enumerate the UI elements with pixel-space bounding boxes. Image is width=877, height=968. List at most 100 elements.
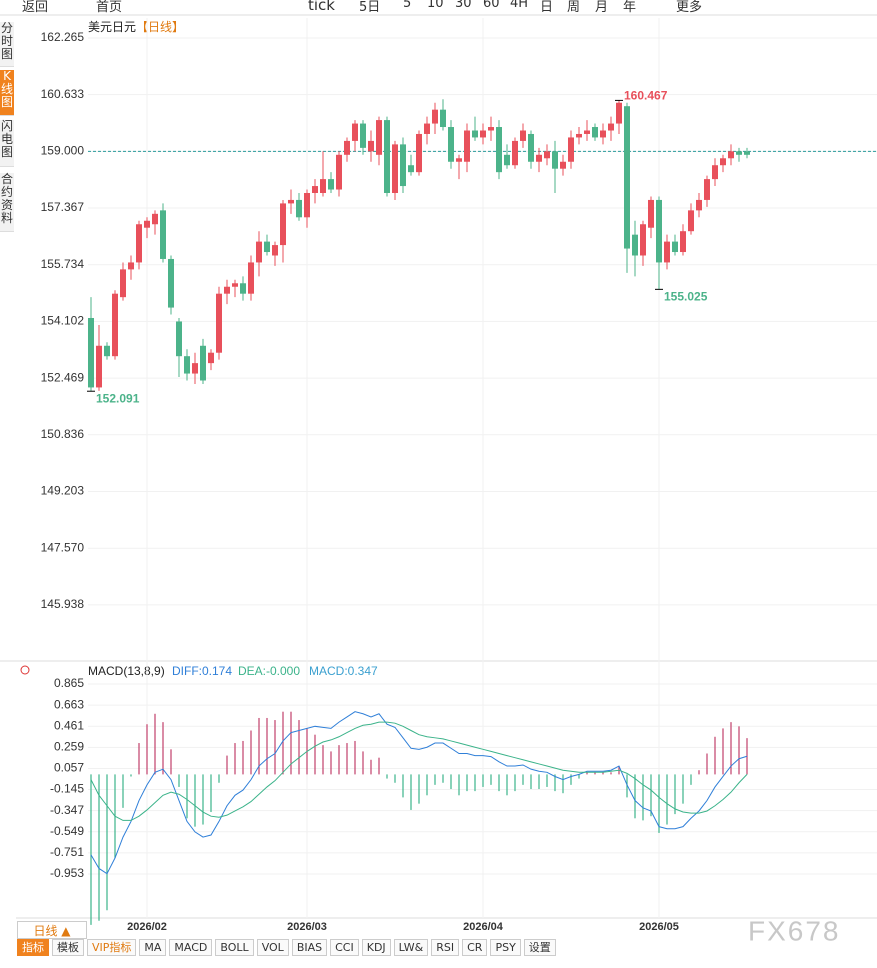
candle-body	[152, 213, 158, 225]
indicator-tab[interactable]: PSY	[490, 939, 521, 956]
candle-body	[520, 130, 526, 141]
candle-body	[720, 158, 726, 166]
x-tick-label: 2026/05	[639, 921, 679, 933]
toolbar-item[interactable]: 日	[540, 0, 554, 15]
candle-body	[664, 241, 670, 263]
toolbar-item[interactable]: 5日	[359, 0, 381, 15]
candle-body	[416, 133, 422, 173]
settings-icon[interactable]	[20, 665, 30, 675]
toolbar-item[interactable]: 返回	[22, 0, 49, 15]
y-tick-label: 0.865	[54, 676, 84, 690]
toolbar-item[interactable]: 30	[455, 0, 472, 11]
indicator-tab[interactable]: VOL	[256, 939, 289, 956]
side-tab[interactable]: 分时图	[0, 22, 14, 67]
toolbar-item[interactable]: 首页	[96, 0, 123, 15]
candle-body	[672, 241, 678, 253]
toolbar-item[interactable]: 5	[403, 0, 412, 11]
toolbar-item[interactable]: 4H	[510, 0, 529, 11]
indicator-tab[interactable]: VIP指标	[87, 939, 137, 956]
indicator-tab[interactable]: 模板	[52, 939, 84, 956]
chart-subtitle: 【日线】	[136, 20, 184, 34]
candle-body	[736, 151, 742, 155]
candle-body	[272, 245, 278, 256]
candle-body	[624, 106, 630, 249]
y-tick-label: 160.633	[41, 87, 85, 101]
indicator-tab[interactable]: MA	[139, 939, 167, 956]
candle-body	[240, 283, 246, 294]
legend-dea: DEA:-0.000	[238, 664, 300, 678]
legend-macd: MACD:0.347	[309, 664, 378, 678]
candle-body	[472, 130, 478, 138]
candle-body	[256, 241, 262, 263]
y-tick-label: 159.000	[41, 144, 85, 158]
candle-body	[512, 140, 518, 166]
side-tab[interactable]: 闪电图	[0, 120, 14, 167]
candle-body	[432, 109, 438, 124]
period-selector[interactable]: 日线 ▲	[17, 921, 87, 939]
candle-body	[368, 140, 374, 152]
y-tick-label: 155.734	[41, 257, 85, 271]
candle-body	[640, 224, 646, 256]
indicator-tab[interactable]: RSI	[431, 939, 460, 956]
toolbar-item[interactable]: 月	[595, 0, 609, 15]
indicator-tab[interactable]: CR	[462, 939, 488, 956]
candle-body	[656, 199, 662, 263]
candle-body	[112, 293, 118, 357]
macd-title: MACD(13,8,9)	[88, 664, 165, 678]
y-tick-label: -0.347	[50, 803, 84, 817]
y-tick-label: -0.549	[50, 824, 84, 838]
side-tab[interactable]: K线图	[0, 70, 14, 116]
indicator-tab[interactable]: CCI	[330, 939, 359, 956]
candle-body	[200, 345, 206, 381]
y-tick-label: 149.203	[41, 484, 85, 498]
candle-body	[608, 123, 614, 131]
candle-body	[464, 130, 470, 162]
y-tick-label: 0.461	[54, 718, 84, 732]
macd-line	[90, 711, 748, 875]
candle-body	[280, 203, 286, 246]
toolbar-item[interactable]: 10	[427, 0, 444, 11]
indicator-tab[interactable]: KDJ	[361, 939, 391, 956]
candle-body	[456, 158, 462, 162]
annotation-label: 152.091	[96, 391, 140, 405]
indicator-tab[interactable]: 指标	[17, 939, 49, 956]
candle-body	[392, 144, 398, 193]
candle-body	[696, 199, 702, 211]
indicator-tab[interactable]: 设置	[523, 939, 556, 956]
candle-body	[248, 262, 254, 294]
candle-body	[560, 161, 566, 169]
candle-body	[328, 179, 334, 190]
candle-body	[168, 258, 174, 308]
candle-body	[120, 269, 126, 298]
indicator-tab[interactable]: LW&	[393, 939, 429, 956]
indicator-tab[interactable]: BOLL	[215, 939, 254, 956]
candle-body	[592, 127, 598, 138]
indicator-tab[interactable]: MACD	[169, 939, 213, 956]
macd-line	[90, 721, 748, 821]
candle-body	[688, 210, 694, 232]
annotation-label: 160.467	[624, 89, 668, 103]
candle-body	[320, 179, 326, 193]
y-tick-label: 0.663	[54, 697, 84, 711]
candle-body	[728, 151, 734, 159]
x-tick-label: 2026/02	[127, 921, 167, 933]
candle-body	[344, 140, 350, 155]
toolbar-item[interactable]: tick	[308, 0, 335, 14]
y-tick-label: -0.145	[50, 782, 84, 796]
x-tick-label: 2026/03	[287, 921, 327, 933]
toolbar-item[interactable]: 年	[623, 0, 637, 15]
y-tick-label: -0.751	[50, 845, 84, 859]
candle-body	[480, 130, 486, 138]
candle-body	[232, 283, 238, 287]
candle-body	[104, 345, 110, 357]
candle-body	[704, 179, 710, 200]
candle-body	[384, 120, 390, 193]
toolbar-item[interactable]: 更多	[676, 0, 703, 15]
candle-body	[160, 210, 166, 259]
candle-body	[544, 151, 550, 159]
indicator-tab[interactable]: BIAS	[291, 939, 328, 956]
toolbar-item[interactable]: 周	[567, 0, 581, 15]
y-tick-label: 154.102	[41, 314, 85, 328]
toolbar-item[interactable]: 60	[483, 0, 500, 11]
side-tab[interactable]: 合约资料	[0, 173, 14, 232]
